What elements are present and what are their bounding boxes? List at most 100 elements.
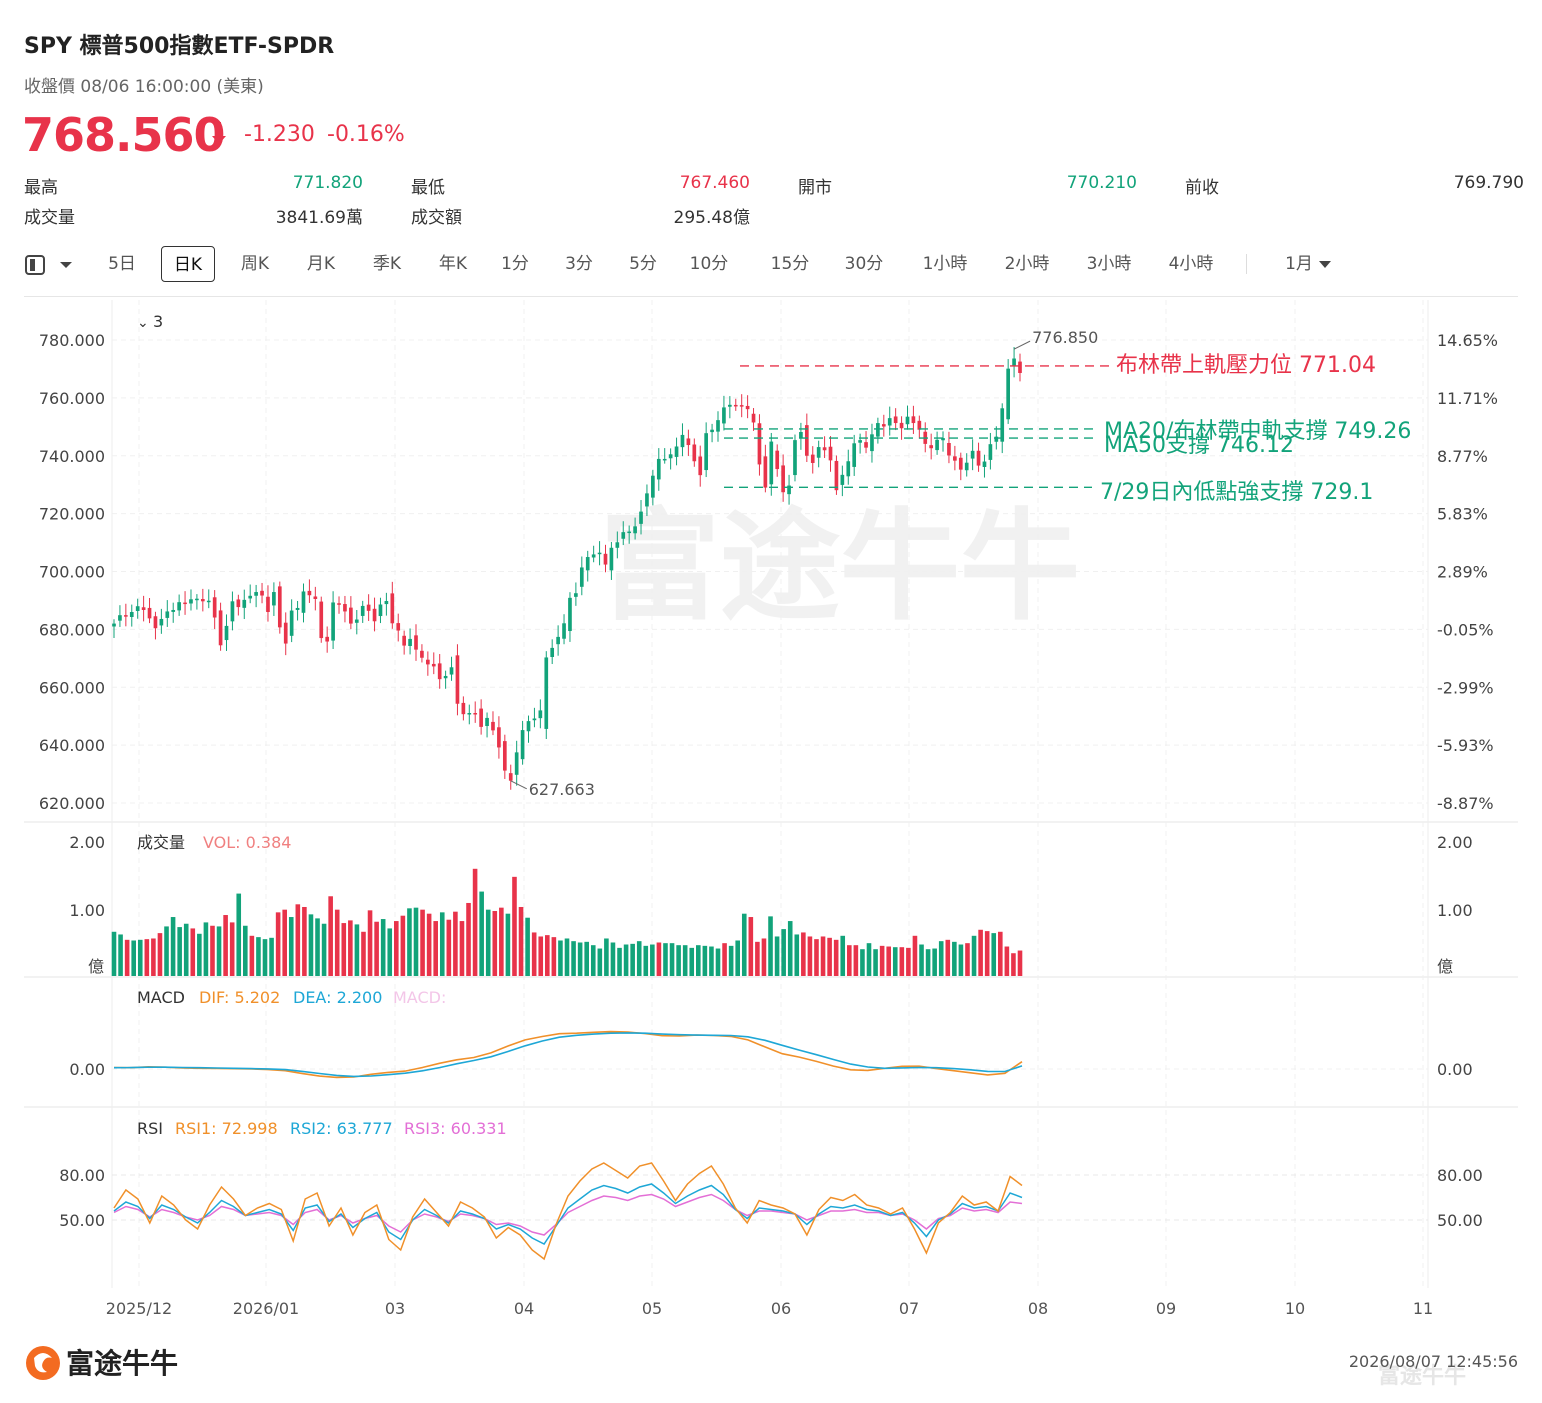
candle-body — [763, 456, 768, 488]
candle-body — [568, 597, 572, 632]
tab-10[interactable]: 15分 — [770, 254, 810, 274]
tab-4[interactable]: 季K — [372, 254, 402, 274]
candle-body — [408, 638, 412, 646]
close-time: 收盤價 08/06 16:00:00 (美東) — [24, 77, 264, 97]
chart-layout-icon[interactable] — [24, 254, 74, 276]
volume-bar — [137, 939, 143, 976]
volume-bar — [236, 893, 242, 976]
volume-bar — [709, 946, 714, 976]
high-marker-label: 776.850 — [1032, 328, 1098, 347]
volume-bar — [781, 929, 786, 976]
candle-body — [804, 425, 809, 456]
annotation-label: 布林帶上軌壓力位 771.04 — [1116, 353, 1376, 378]
tab-2[interactable]: 周K — [240, 254, 270, 274]
volume-bar — [866, 943, 872, 976]
center-watermark: 富途牛牛 — [600, 498, 1080, 637]
volume-bar — [387, 928, 393, 976]
volume-bar — [965, 943, 970, 976]
tab-1[interactable]: 日K — [161, 246, 215, 282]
candle-body — [396, 623, 401, 631]
volume-bar — [446, 919, 452, 976]
volume-bar — [984, 931, 990, 976]
candle-body — [651, 475, 655, 498]
tab-14[interactable]: 3小時 — [1086, 254, 1132, 274]
candle-body — [420, 650, 424, 658]
candle-body — [633, 526, 637, 534]
range-dropdown-label: 1月 — [1285, 254, 1313, 274]
candle-body — [135, 606, 140, 612]
volume-bar — [617, 947, 622, 976]
candle-body — [390, 593, 395, 624]
vol-unit-label-right: 億 — [1437, 957, 1453, 976]
candle-body — [502, 741, 507, 771]
volume-bar — [341, 923, 347, 976]
volume-bar — [663, 943, 668, 976]
candle-body — [947, 443, 951, 456]
tab-3[interactable]: 月K — [306, 254, 336, 274]
candle-body — [680, 434, 685, 448]
volume-bar — [531, 932, 537, 976]
candle-body — [485, 717, 489, 727]
candle-body — [283, 622, 288, 644]
vol-axis-label-right: 2.00 — [1437, 833, 1473, 852]
volume-bar — [925, 949, 931, 976]
candle-body — [917, 420, 922, 430]
candle-body — [733, 404, 738, 407]
last-price: 768.560 — [22, 108, 226, 162]
chevron-down-icon[interactable] — [1318, 260, 1332, 270]
volume-bar — [315, 918, 320, 976]
candle-body — [757, 423, 762, 465]
candle-body — [976, 450, 981, 466]
candle-body — [1018, 361, 1022, 373]
down-arrow-icon — [212, 122, 226, 144]
candle-body — [443, 675, 448, 679]
tab-12[interactable]: 1小時 — [922, 254, 968, 274]
tab-0[interactable]: 5日 — [108, 254, 136, 274]
tab-11[interactable]: 30分 — [844, 254, 884, 274]
candle-body — [887, 418, 892, 426]
candle-body — [958, 457, 963, 470]
candle-body — [698, 456, 703, 476]
candle-body — [260, 590, 264, 596]
tab-13[interactable]: 2小時 — [1004, 254, 1050, 274]
volume-bar — [577, 942, 583, 976]
candle-body — [964, 462, 969, 471]
candle-body — [266, 596, 270, 613]
candle-body — [354, 619, 359, 623]
candle-body — [710, 429, 714, 433]
tab-6[interactable]: 1分 — [501, 254, 529, 274]
volume-bar — [919, 944, 924, 976]
tab-7[interactable]: 3分 — [565, 254, 593, 274]
candle-body — [360, 605, 365, 616]
tab-9[interactable]: 10分 — [689, 254, 729, 274]
rsi-line-3 — [113, 1193, 1023, 1236]
candle-body — [562, 623, 566, 639]
tab-5[interactable]: 年K — [438, 254, 468, 274]
volume-bar — [295, 904, 301, 976]
rsi-legend-1: RSI1: 72.998 — [175, 1119, 278, 1138]
futu-logo-icon — [26, 1346, 60, 1380]
candle-body — [183, 602, 187, 605]
candle-body — [639, 511, 643, 524]
candle-body — [722, 407, 726, 424]
low-label: 最低 — [411, 178, 445, 198]
x-tick-label: 2025/12 — [106, 1299, 172, 1318]
tab-range-dropdown[interactable]: 1月 — [1264, 246, 1334, 282]
candle-body — [230, 601, 235, 622]
volume-bar — [328, 896, 333, 976]
candle-body — [497, 727, 501, 748]
y-axis-right-label: -8.87% — [1437, 794, 1494, 813]
candle-body — [141, 607, 146, 610]
annotation-label: MA20/布林帶中軌支撐 749.26 — [1104, 419, 1411, 444]
candle-body — [402, 635, 406, 646]
volume-bar — [545, 935, 550, 976]
tab-15[interactable]: 4小時 — [1168, 254, 1214, 274]
volume-bar — [151, 938, 156, 976]
volume-bar — [275, 912, 281, 976]
volume-bar — [814, 939, 819, 976]
tab-8[interactable]: 5分 — [629, 254, 657, 274]
candle-body — [289, 610, 294, 636]
candle-body — [254, 592, 258, 596]
x-tick-label: 03 — [385, 1299, 405, 1318]
